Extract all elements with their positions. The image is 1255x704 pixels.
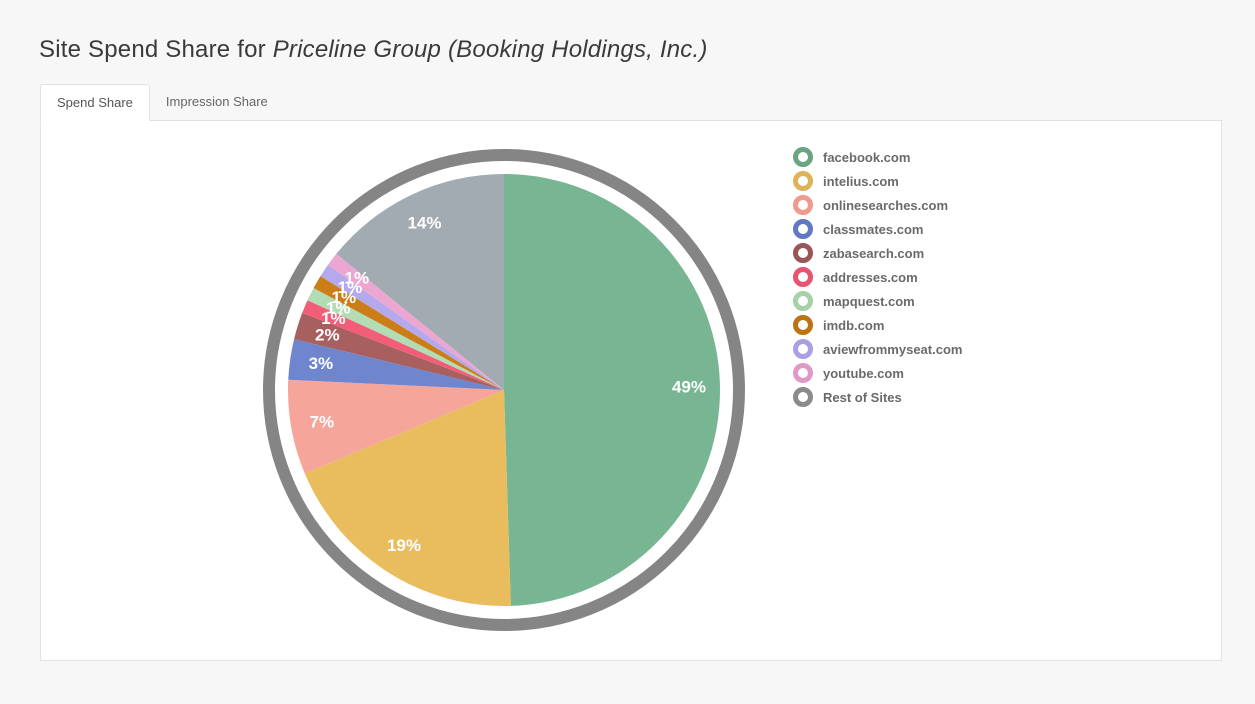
legend-label: zabasearch.com [823,245,925,261]
legend-marker-icon [793,363,813,383]
pie-slice-zabasearch-com[interactable] [294,312,504,390]
slice-value-label: 14% [407,213,441,232]
chart-legend: facebook.com intelius.com onlinesearches.c… [793,145,962,409]
legend-marker-icon [793,387,813,407]
legend-marker-icon [793,315,813,335]
pie-slice-mapquest-com[interactable] [307,287,504,390]
tab-bar: Spend Share Impression Share [40,84,284,121]
legend-label: mapquest.com [823,293,915,309]
legend-marker-icon [793,147,813,167]
legend-label: onlinesearches.com [823,197,948,213]
slice-value-label: 1% [321,309,346,328]
legend-label: facebook.com [823,149,911,165]
legend-marker-icon [793,195,813,215]
tab-impression-share[interactable]: Impression Share [165,94,268,109]
slice-value-label: 7% [310,413,335,432]
legend-item[interactable]: classmates.com [793,217,962,241]
company-name: Priceline Group (Booking Holdings, Inc.) [272,36,708,63]
tab-spend-share[interactable]: Spend Share [40,84,150,121]
pie-chart: 49%19%7%3%2%1%1%1%1%1%14% [263,149,745,631]
legend-item[interactable]: intelius.com [793,169,962,193]
pie-slice-rest-of-sites[interactable] [336,174,504,390]
legend-label: addresses.com [823,269,918,285]
chart-panel: 49% 19% 7% 3% 2% 1% 1% 1% 1% 1% 14% facebook.com in… [40,120,1222,661]
pie-labels: 49%19%7%3%2%1%1%1%1%1%14% [309,213,706,555]
slice-value-label: 1% [338,278,363,297]
slice-value-label: 3% [309,354,334,373]
pie-slice-intelius-com[interactable] [304,390,511,606]
legend-item[interactable]: onlinesearches.com [793,193,962,217]
slice-value-label: 49% [672,378,706,397]
page-title-prefix: Site Spend Share for [39,36,273,63]
legend-label: aviewfrommyseat.com [823,341,963,357]
legend-label: youtube.com [823,365,904,381]
slice-value-label: 1% [331,288,356,307]
legend-item[interactable]: youtube.com [793,361,962,385]
legend-marker-icon [793,243,813,263]
legend-label: Rest of Sites [823,389,902,405]
pie-slice-aviewfrommyseat-com[interactable] [320,264,504,390]
pie-slice-addresses-com[interactable] [302,300,504,390]
pie-slice-imdb-com[interactable] [313,276,504,390]
pie-slice-youtube-com[interactable] [328,253,504,390]
legend-item[interactable]: mapquest.com [793,289,962,313]
pie-slice-classmates-com[interactable] [288,339,504,390]
legend-marker-icon [793,291,813,311]
page-title: Site Spend Share for Priceline Group (Bo… [39,36,708,64]
slice-value-label: 1% [326,298,351,317]
legend-item[interactable]: aviewfrommyseat.com [793,337,962,361]
legend-marker-icon [793,267,813,287]
legend-item[interactable]: addresses.com [793,265,962,289]
legend-marker-icon [793,171,813,191]
pie-slices [288,174,721,606]
legend-label: classmates.com [823,221,924,237]
legend-item[interactable]: facebook.com [793,145,962,169]
outer-ring [263,149,745,631]
slice-value-label: 2% [315,326,340,345]
slice-value-label: 19% [387,536,421,555]
legend-marker-icon [793,219,813,239]
legend-label: intelius.com [823,173,899,189]
legend-item[interactable]: imdb.com [793,313,962,337]
pie-slice-facebook-com[interactable] [504,174,721,606]
legend-marker-icon [793,339,813,359]
pie-slice-onlinesearches-com[interactable] [288,379,504,474]
legend-item[interactable]: zabasearch.com [793,241,962,265]
legend-item[interactable]: Rest of Sites [793,385,962,409]
legend-label: imdb.com [823,317,885,333]
slice-value-label: 1% [344,268,369,287]
